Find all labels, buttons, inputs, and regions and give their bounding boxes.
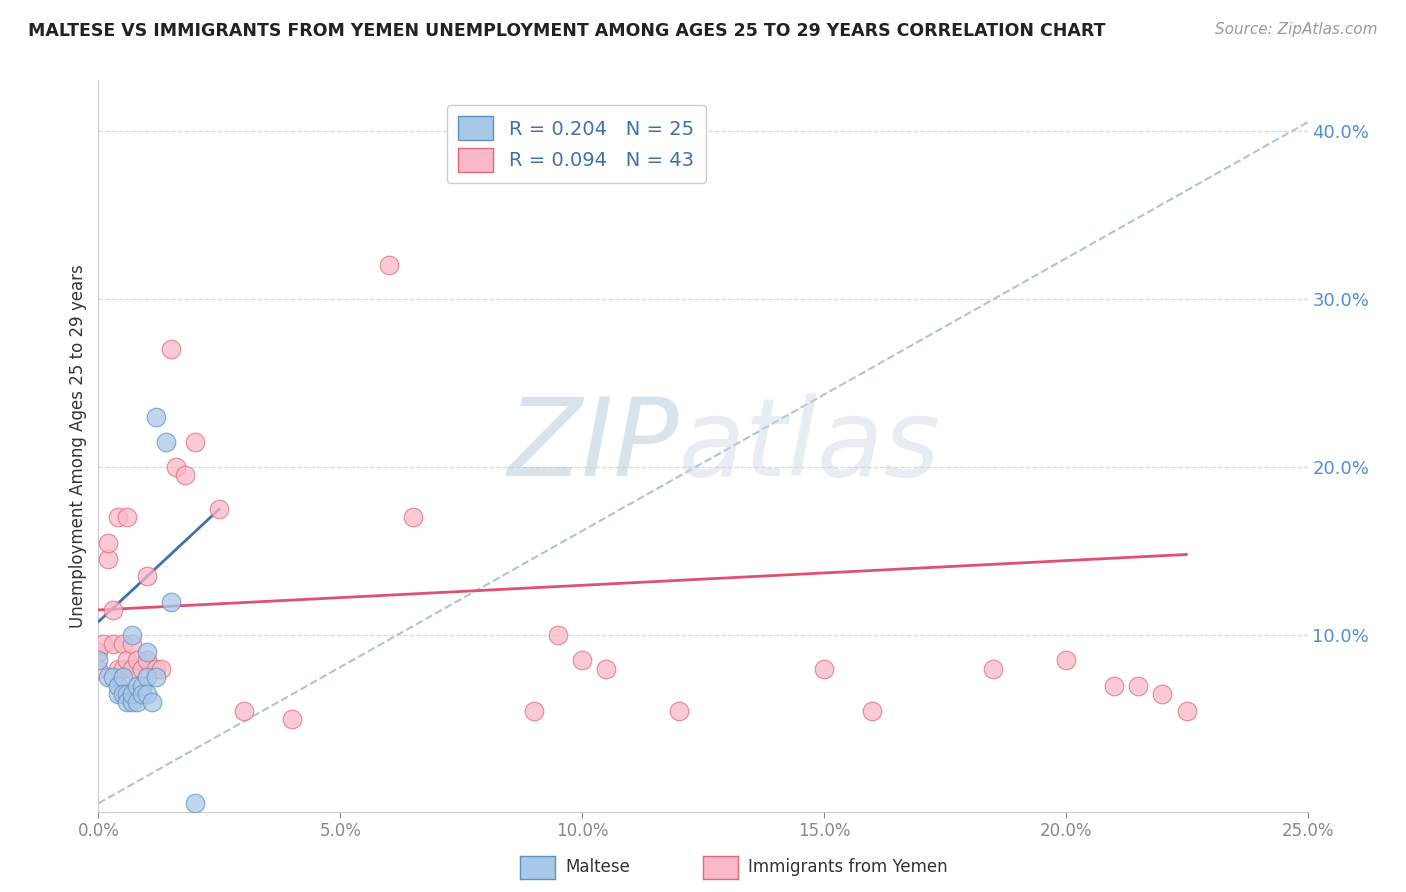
Point [165, 460, 187, 475]
Point [111, 670, 134, 684]
Point [208, 502, 231, 516]
Point [155, 434, 177, 449]
Point [107, 662, 129, 676]
Point [145, 409, 167, 424]
Point [117, 653, 139, 667]
Point [135, 569, 157, 583]
Point [668, 704, 690, 718]
Point [87, 662, 110, 676]
Point [145, 662, 167, 676]
Point [131, 662, 153, 676]
Text: Source: ZipAtlas.com: Source: ZipAtlas.com [1215, 22, 1378, 37]
Point [111, 662, 134, 676]
Point [117, 687, 139, 701]
Point [117, 510, 139, 524]
Point [1128, 679, 1150, 693]
Point [135, 670, 157, 684]
Point [184, 797, 207, 811]
Point [135, 645, 157, 659]
Point [547, 628, 569, 642]
Point [107, 679, 129, 693]
Point [127, 679, 149, 693]
Text: atlas: atlas [679, 393, 941, 499]
Point [135, 687, 157, 701]
Point [150, 662, 173, 676]
Point [121, 662, 143, 676]
Point [135, 653, 157, 667]
Point [571, 653, 593, 667]
Point [121, 695, 143, 709]
Point [111, 687, 134, 701]
Point [97, 670, 120, 684]
Point [107, 510, 129, 524]
Y-axis label: Unemployment Among Ages 25 to 29 years: Unemployment Among Ages 25 to 29 years [69, 264, 87, 628]
Text: Immigrants from Yemen: Immigrants from Yemen [748, 858, 948, 876]
Point [1152, 687, 1174, 701]
Point [121, 628, 143, 642]
Point [160, 343, 183, 357]
Point [117, 695, 139, 709]
Point [121, 687, 143, 701]
Point [145, 670, 167, 684]
Point [127, 695, 149, 709]
Point [981, 662, 1004, 676]
Text: MALTESE VS IMMIGRANTS FROM YEMEN UNEMPLOYMENT AMONG AGES 25 TO 29 YEARS CORRELAT: MALTESE VS IMMIGRANTS FROM YEMEN UNEMPLO… [28, 22, 1105, 40]
Point [91, 636, 114, 650]
Point [127, 653, 149, 667]
Point [87, 653, 110, 667]
Point [101, 636, 124, 650]
Point [121, 636, 143, 650]
Point [1175, 704, 1198, 718]
Point [1054, 653, 1077, 667]
Point [131, 687, 153, 701]
Text: Maltese: Maltese [565, 858, 630, 876]
Point [1102, 679, 1125, 693]
Point [87, 645, 110, 659]
Point [184, 434, 207, 449]
Point [111, 636, 134, 650]
Text: ZIP: ZIP [508, 393, 679, 499]
Point [813, 662, 835, 676]
Point [97, 552, 120, 566]
Point [523, 704, 546, 718]
Point [141, 695, 163, 709]
Point [377, 258, 399, 272]
Legend: R = 0.204   N = 25, R = 0.094   N = 43: R = 0.204 N = 25, R = 0.094 N = 43 [447, 104, 706, 183]
Point [232, 704, 254, 718]
Point [107, 687, 129, 701]
Point [101, 670, 124, 684]
Point [160, 594, 183, 608]
Point [174, 468, 197, 483]
Point [595, 662, 617, 676]
Point [860, 704, 883, 718]
Point [97, 535, 120, 549]
Point [402, 510, 425, 524]
Point [131, 679, 153, 693]
Point [101, 603, 124, 617]
Point [281, 712, 304, 726]
